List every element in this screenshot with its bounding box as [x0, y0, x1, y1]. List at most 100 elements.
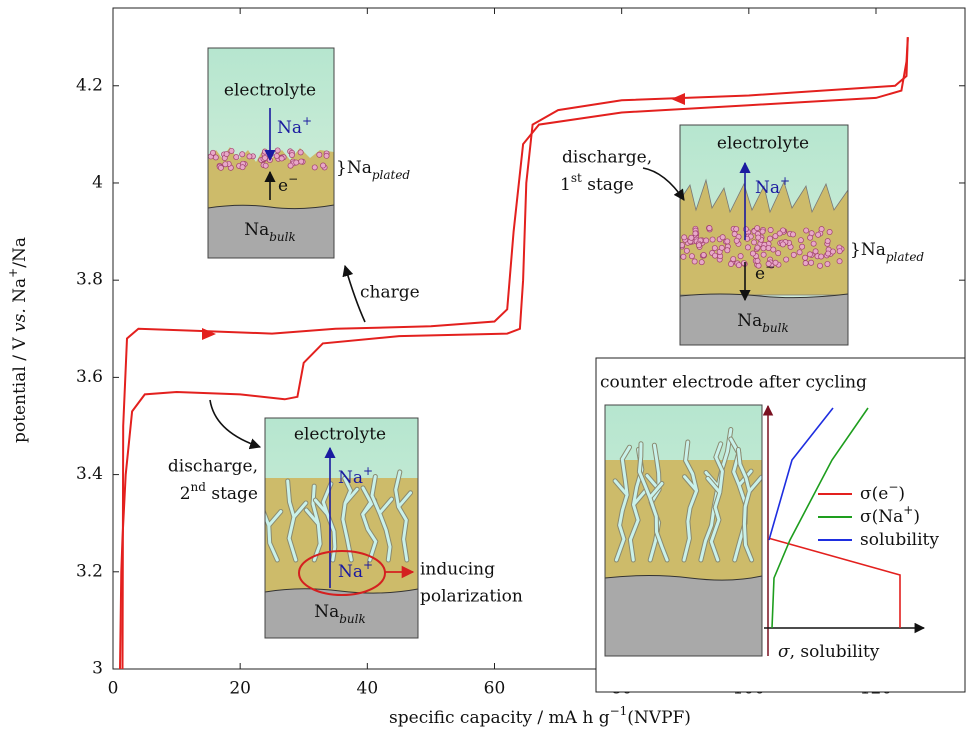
particle	[728, 261, 734, 268]
particle	[760, 251, 767, 258]
particle	[754, 257, 761, 264]
particle	[289, 152, 295, 159]
dendrite	[736, 448, 762, 562]
particle	[824, 238, 831, 245]
dendrite	[265, 510, 283, 562]
text-part: solubility	[860, 530, 939, 550]
text-part: Na	[338, 562, 363, 582]
particle	[802, 260, 809, 267]
particle	[246, 153, 253, 160]
text-part: /Na	[10, 237, 30, 268]
inset-discharge-2: electrolyte Na+ Na+ Nabulk	[264, 417, 419, 639]
text-part: −	[288, 172, 298, 186]
particle	[712, 252, 718, 259]
particle	[765, 260, 772, 267]
inset-text: Na+	[755, 174, 790, 198]
text-part: −	[765, 260, 775, 274]
direction-arrow	[202, 328, 216, 340]
inset-text: e−	[755, 260, 775, 284]
particle	[743, 226, 749, 233]
text-part: nd	[191, 480, 207, 494]
text-part: st	[571, 171, 582, 185]
particle	[767, 235, 773, 242]
line	[121, 37, 909, 670]
particle	[829, 248, 836, 255]
particle	[278, 155, 285, 162]
particle	[810, 240, 817, 247]
dendrite	[304, 484, 322, 562]
particle	[703, 237, 710, 244]
particle	[287, 162, 294, 169]
particle	[808, 259, 815, 266]
inset-text: }Naplated	[850, 240, 924, 264]
x-axis-label: specific capacity / mA h g−1(NVPF)	[389, 704, 691, 728]
y-tick-label: 4	[92, 172, 103, 192]
text-part: potential / V	[10, 332, 30, 443]
text-part: Na	[10, 278, 30, 308]
y-tick-label: 3.6	[76, 367, 103, 387]
x-tick-label: 0	[108, 679, 119, 699]
y-tick-label: 3.2	[76, 561, 103, 581]
text-part: +	[363, 558, 373, 572]
particle	[719, 234, 726, 241]
text-part: e	[278, 176, 288, 196]
particle	[818, 253, 825, 260]
text-part: Na	[338, 468, 363, 488]
text-part: )	[898, 484, 905, 504]
particle	[298, 158, 305, 165]
legend-label: solubility	[860, 530, 939, 550]
text-part: (NVPF)	[627, 708, 691, 728]
inset-text: electrolyte	[294, 425, 386, 445]
particle	[311, 164, 318, 171]
particle	[297, 149, 304, 156]
inset-text: Na+	[338, 464, 373, 488]
particle	[765, 245, 772, 251]
y-tick-label: 3	[92, 659, 103, 679]
particle	[744, 244, 751, 251]
text-part: }Na	[850, 240, 886, 260]
particle	[817, 262, 823, 269]
particle	[733, 226, 740, 232]
particle	[807, 234, 814, 241]
inset-text: Na+	[277, 114, 312, 138]
text-part: bulk	[269, 230, 296, 244]
text-part: plated	[372, 168, 411, 182]
particle	[825, 250, 832, 257]
particle	[323, 152, 330, 159]
particle	[692, 230, 699, 237]
particle	[681, 234, 688, 241]
text-part: plated	[886, 250, 925, 264]
particle	[755, 234, 762, 241]
text-part: −1	[610, 704, 628, 718]
text-part: +	[302, 114, 312, 128]
particle	[293, 159, 300, 166]
text-part: +	[363, 464, 373, 478]
particle	[212, 154, 219, 161]
particle	[770, 246, 777, 253]
text-part: Na	[277, 118, 302, 138]
dendrite	[637, 442, 669, 562]
particle	[815, 231, 822, 238]
plot-frame	[112, 7, 966, 670]
particle	[698, 259, 705, 266]
text-part: σ(e	[860, 484, 888, 504]
inset-text: Na+	[338, 558, 373, 582]
particle	[779, 241, 786, 248]
particle	[262, 154, 268, 161]
particle	[724, 238, 731, 245]
particle	[274, 147, 281, 154]
particle	[233, 154, 240, 161]
inset-text: Nabulk	[244, 220, 296, 244]
particle	[735, 262, 742, 269]
particle	[320, 162, 327, 169]
inset-text: Nabulk	[737, 311, 789, 335]
particle	[210, 149, 216, 156]
dendrite	[286, 479, 308, 562]
line	[119, 37, 909, 670]
dendrite	[613, 445, 631, 562]
particle	[223, 151, 230, 157]
text-part: 2	[180, 484, 191, 504]
text-part: +	[903, 503, 913, 517]
particle	[706, 225, 713, 232]
